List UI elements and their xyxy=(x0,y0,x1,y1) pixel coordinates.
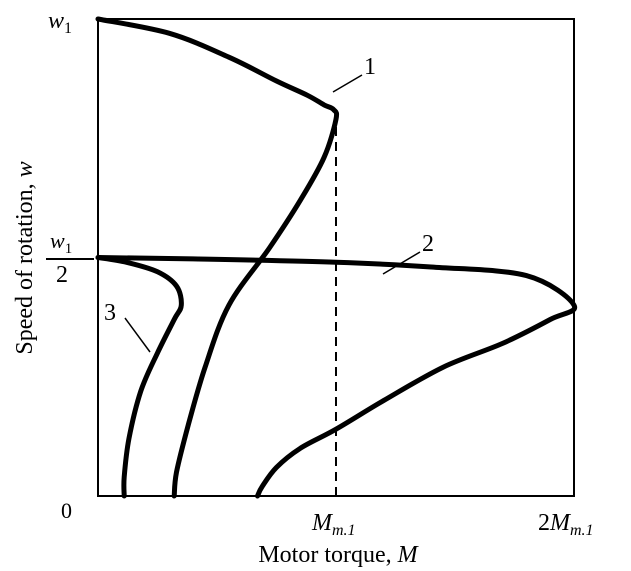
series-3-leader xyxy=(124,317,151,353)
y-tick-w1-half-numerator: w1 xyxy=(50,228,72,257)
series-1-label: 1 xyxy=(364,54,376,80)
series-3-curve xyxy=(95,255,184,499)
series-3-label: 3 xyxy=(104,300,116,326)
series-1-leader xyxy=(332,74,363,93)
series-1-curve xyxy=(95,16,340,499)
series-2-label: 2 xyxy=(422,231,434,257)
y-tick-w1: w1 xyxy=(48,8,72,37)
y-axis-label: Speed of rotation, w xyxy=(12,161,38,354)
x-tick-2mm1: 2Mm.1 xyxy=(538,510,594,539)
y-tick-zero: 0 xyxy=(61,498,72,523)
series-2-leader xyxy=(382,251,421,275)
x-axis-label: Motor torque, M xyxy=(258,542,419,568)
y-tick-w1-half-denominator: 2 xyxy=(56,262,68,288)
x-tick-mm1: Mm.1 xyxy=(311,510,356,539)
